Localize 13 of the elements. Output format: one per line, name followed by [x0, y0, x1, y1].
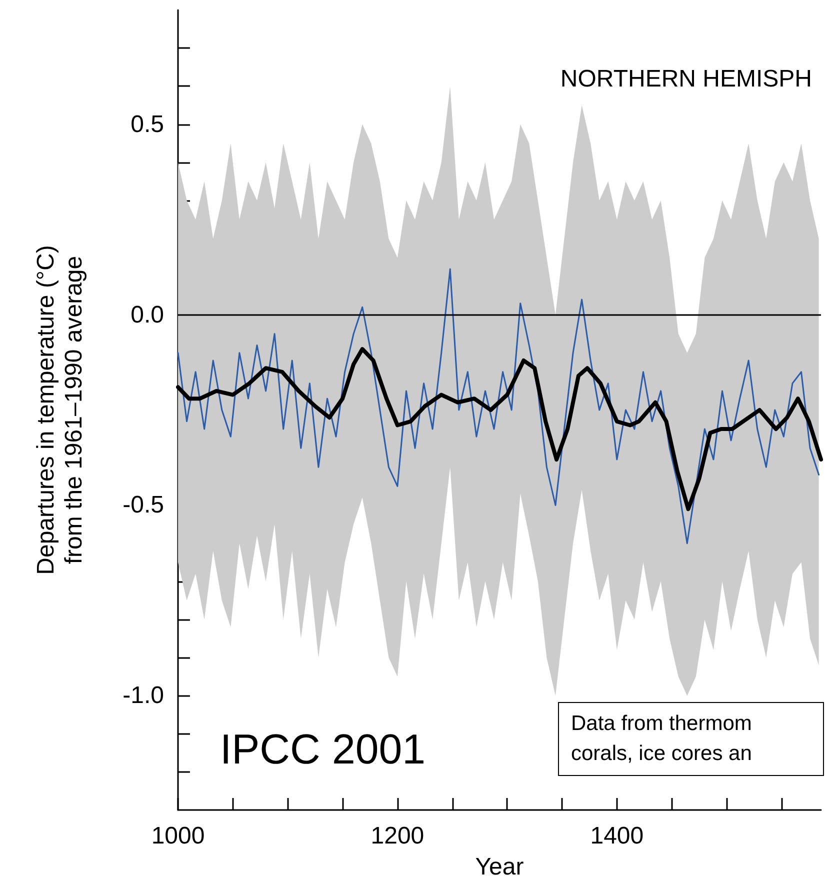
x-tick-label: 1200: [370, 822, 424, 850]
line-series: [177, 268, 820, 544]
y-tick-label: 0.5: [130, 110, 164, 138]
y-tick-label: -1.0: [122, 682, 164, 710]
x-tick-label: 1400: [590, 822, 644, 850]
x-tick-label: 1000: [151, 822, 205, 850]
y-tick-label: 0.0: [130, 301, 164, 328]
annotation: IPCC 2001: [220, 726, 426, 772]
y-axis-title: Departures in temperature (°C) from the 1961–1990 average: [32, 245, 88, 575]
note-frame: Data from thermom corals, ice cores an: [558, 702, 824, 776]
y-tick-label: -0.5: [122, 492, 164, 519]
x-axis-title: Year: [475, 853, 524, 880]
text: NORTHERN HEMISPH: [560, 66, 812, 92]
